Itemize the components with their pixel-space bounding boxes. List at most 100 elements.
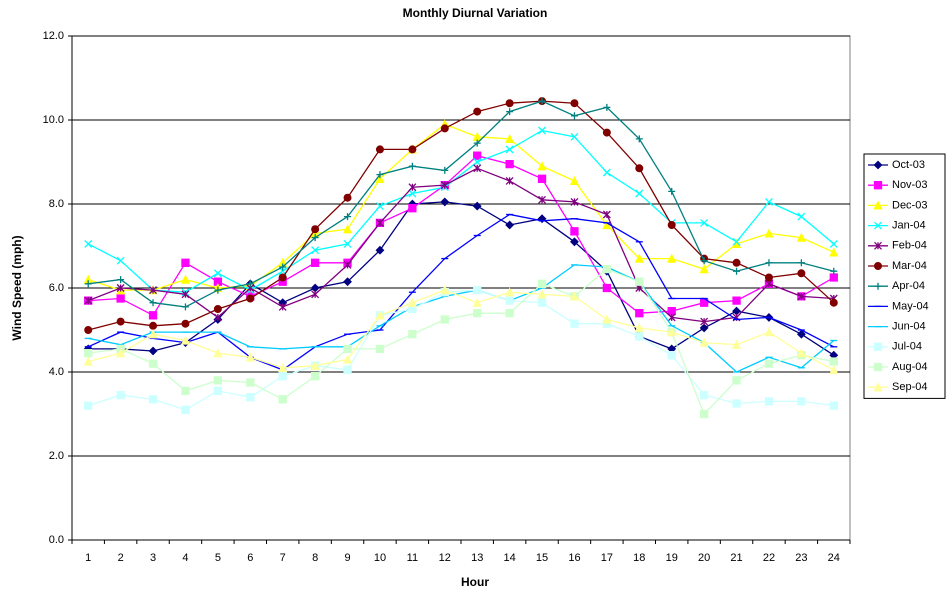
marker bbox=[213, 269, 222, 278]
marker bbox=[407, 297, 417, 307]
marker bbox=[375, 173, 385, 183]
marker bbox=[569, 175, 580, 186]
marker bbox=[375, 202, 384, 211]
marker bbox=[797, 269, 806, 278]
marker bbox=[311, 246, 320, 255]
legend-label: Jun-04 bbox=[892, 321, 926, 333]
marker bbox=[342, 224, 353, 234]
y-tick-label: 4.0 bbox=[49, 366, 64, 378]
marker bbox=[505, 145, 514, 154]
marker bbox=[311, 225, 320, 234]
marker bbox=[84, 326, 93, 334]
marker bbox=[538, 195, 547, 204]
marker bbox=[84, 280, 92, 288]
marker bbox=[764, 228, 774, 238]
marker bbox=[505, 176, 514, 185]
marker bbox=[408, 189, 417, 198]
marker bbox=[505, 99, 514, 108]
marker bbox=[311, 290, 320, 299]
marker bbox=[441, 166, 449, 174]
marker bbox=[667, 221, 676, 229]
x-tick-label: 5 bbox=[215, 552, 221, 564]
x-tick-label: 23 bbox=[795, 552, 807, 564]
marker bbox=[635, 164, 644, 173]
marker bbox=[343, 365, 352, 375]
marker bbox=[634, 253, 644, 263]
marker bbox=[667, 306, 676, 316]
marker bbox=[700, 257, 708, 265]
marker bbox=[213, 313, 222, 322]
marker bbox=[375, 344, 385, 354]
marker bbox=[408, 204, 417, 213]
marker bbox=[570, 227, 579, 236]
marker bbox=[408, 330, 417, 339]
marker bbox=[797, 259, 805, 267]
marker bbox=[473, 164, 482, 173]
marker bbox=[343, 260, 352, 269]
marker bbox=[440, 181, 449, 190]
marker bbox=[246, 378, 255, 387]
legend-marker bbox=[874, 282, 882, 290]
legend-label: Jan-04 bbox=[892, 220, 926, 232]
x-tick-label: 17 bbox=[601, 552, 613, 564]
marker bbox=[829, 357, 838, 366]
marker bbox=[634, 322, 644, 333]
marker bbox=[796, 329, 806, 339]
marker bbox=[764, 197, 773, 206]
marker bbox=[116, 390, 125, 400]
marker bbox=[667, 327, 677, 337]
marker bbox=[473, 158, 482, 166]
y-tick-label: 2.0 bbox=[49, 450, 64, 462]
marker bbox=[246, 294, 255, 303]
marker bbox=[700, 317, 709, 326]
marker bbox=[343, 239, 352, 248]
marker bbox=[278, 372, 287, 381]
legend-label: Nov-03 bbox=[892, 179, 927, 191]
marker bbox=[213, 386, 223, 396]
marker bbox=[278, 395, 287, 404]
marker bbox=[213, 305, 222, 313]
marker bbox=[375, 310, 385, 320]
x-tick-label: 3 bbox=[150, 552, 156, 564]
marker bbox=[310, 360, 320, 370]
series-line bbox=[88, 264, 835, 373]
marker bbox=[829, 247, 839, 257]
marker bbox=[764, 397, 774, 406]
legend-label: Feb-04 bbox=[892, 240, 927, 252]
series-line bbox=[88, 268, 834, 416]
marker bbox=[764, 273, 773, 282]
marker bbox=[796, 348, 806, 358]
marker bbox=[732, 296, 741, 305]
marker bbox=[440, 285, 450, 295]
x-tick-label: 12 bbox=[439, 552, 451, 564]
x-tick-label: 16 bbox=[568, 552, 580, 564]
marker bbox=[764, 359, 774, 368]
marker bbox=[829, 401, 838, 410]
legend-label: Aug-04 bbox=[892, 361, 927, 373]
legend-label: May-04 bbox=[892, 300, 929, 312]
marker bbox=[148, 359, 158, 368]
x-tick-label: 4 bbox=[182, 552, 188, 564]
x-tick-label: 24 bbox=[828, 552, 840, 564]
marker bbox=[667, 253, 677, 263]
marker bbox=[181, 405, 190, 414]
legend-label: Oct-03 bbox=[892, 159, 925, 171]
marker bbox=[116, 317, 125, 326]
series-line bbox=[88, 201, 835, 356]
marker bbox=[505, 287, 515, 297]
marker bbox=[440, 315, 449, 324]
legend-marker bbox=[874, 221, 882, 230]
marker bbox=[829, 239, 838, 248]
legend-label: Sep-04 bbox=[892, 381, 927, 393]
marker bbox=[408, 145, 417, 154]
marker bbox=[505, 220, 515, 230]
x-tick-label: 18 bbox=[633, 552, 645, 564]
marker bbox=[732, 399, 741, 408]
legend-label: Jul-04 bbox=[892, 341, 922, 353]
marker bbox=[570, 197, 579, 206]
x-tick-label: 8 bbox=[312, 552, 318, 564]
marker bbox=[667, 351, 676, 360]
marker bbox=[830, 267, 838, 275]
legend-marker bbox=[873, 342, 883, 351]
